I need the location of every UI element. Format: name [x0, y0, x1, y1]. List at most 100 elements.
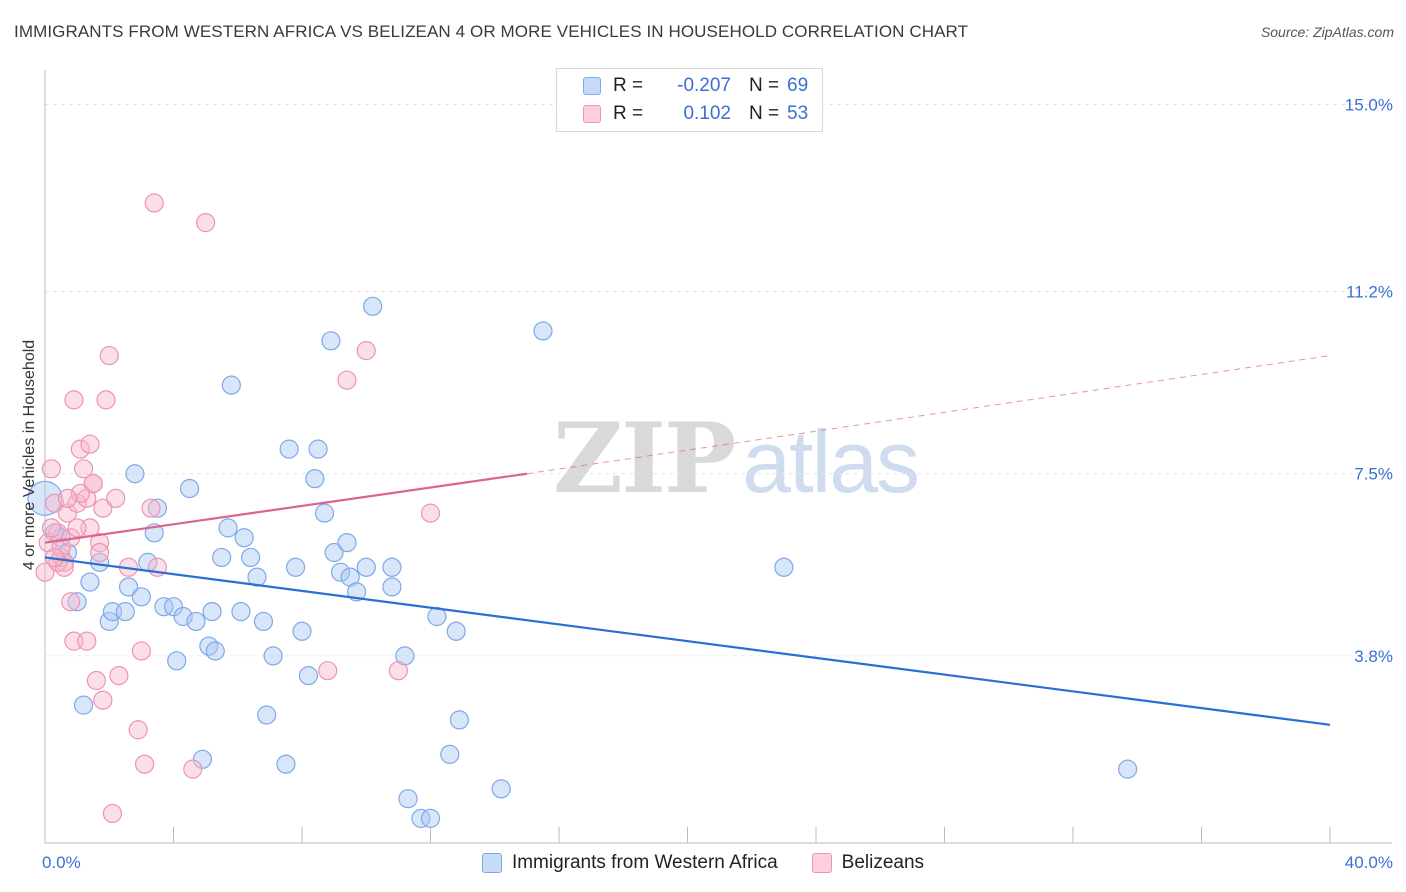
series-legend: Immigrants from Western Africa Belizeans: [0, 852, 1406, 874]
data-point: [533, 321, 553, 341]
data-point: [356, 557, 376, 577]
data-point: [337, 370, 357, 390]
data-point: [491, 779, 511, 799]
data-point: [61, 592, 81, 612]
grid-lines: [45, 103, 1392, 657]
data-point: [298, 665, 319, 686]
data-point: [420, 808, 441, 828]
data-point: [167, 651, 187, 671]
data-point: [212, 547, 232, 568]
watermark: ZIP atlas: [553, 402, 920, 515]
data-point: [199, 636, 219, 656]
axes: [44, 70, 1392, 844]
trend-line-belizeans: [44, 472, 528, 544]
data-point: [257, 705, 277, 725]
data-point: [285, 557, 306, 577]
x-tick-label: 40.0%: [1345, 853, 1393, 872]
data-point: [73, 459, 94, 479]
data-point: [231, 601, 251, 622]
data-point: [93, 690, 113, 710]
data-point: [45, 493, 65, 513]
trend-line-western-africa: [44, 556, 1331, 726]
data-point: [398, 789, 418, 809]
data-point: [446, 621, 466, 641]
data-point: [179, 478, 200, 499]
data-point: [131, 587, 151, 607]
legend-n-label: N =: [749, 75, 780, 96]
data-point: [202, 601, 222, 622]
data-point: [163, 597, 184, 617]
data-point: [70, 439, 90, 459]
data-point: [388, 661, 408, 681]
legend-swatch-blue: [583, 77, 601, 95]
tick-labels: 3.8% 7.5% 11.2% 15.0% 0.0% 40.0%: [42, 95, 1393, 872]
legend-n-value: 53: [787, 103, 809, 124]
legend-row-belizeans: R = 0.102 N = 53: [583, 101, 808, 127]
data-point: [440, 744, 460, 764]
data-point: [318, 661, 338, 681]
data-point: [109, 665, 129, 686]
data-point: [449, 710, 470, 730]
legend-r-value: 0.102: [683, 103, 731, 124]
data-point: [41, 459, 62, 479]
y-tick-label: 7.5%: [1354, 465, 1393, 484]
data-point: [192, 749, 213, 769]
data-point: [196, 213, 216, 233]
data-point: [125, 464, 145, 484]
legend-row-western-africa: R = -0.207 N = 69: [583, 73, 808, 99]
data-point: [67, 592, 87, 612]
legend-item-belizeans[interactable]: Belizeans: [811, 852, 924, 874]
data-point: [115, 601, 135, 622]
data-point: [118, 577, 139, 597]
data-point: [337, 533, 357, 553]
data-point: [80, 572, 100, 592]
data-point: [77, 631, 97, 651]
data-point: [363, 296, 383, 316]
data-point: [382, 557, 402, 577]
data-point: [80, 434, 100, 454]
data-point: [128, 720, 148, 740]
data-point: [67, 518, 87, 538]
data-point: [173, 606, 193, 627]
data-point: [57, 488, 78, 508]
legend-r-label: R =: [613, 103, 644, 124]
data-point: [35, 562, 55, 582]
legend-item-western-africa[interactable]: Immigrants from Western Africa: [481, 852, 778, 874]
data-point: [147, 498, 168, 518]
data-point: [314, 503, 335, 523]
data-point: [54, 557, 74, 577]
legend-swatch-pink: [583, 105, 601, 123]
data-point: [411, 808, 431, 828]
data-point: [70, 483, 90, 504]
data-point: [221, 375, 241, 395]
data-point: [93, 498, 113, 518]
watermark-atlas: atlas: [742, 412, 920, 511]
y-tick-label: 15.0%: [1345, 95, 1393, 114]
x-tick-label: 0.0%: [42, 853, 81, 872]
trend-lines: [44, 355, 1331, 726]
data-point: [134, 754, 155, 774]
legend-swatch-blue: [481, 853, 502, 873]
data-point: [90, 533, 110, 553]
y-tick-label: 3.8%: [1354, 647, 1393, 666]
legend-r-value: -0.207: [677, 75, 731, 96]
data-point: [263, 646, 283, 666]
data-point: [308, 439, 328, 459]
data-point: [279, 439, 299, 459]
data-point: [276, 754, 296, 774]
data-point: [141, 498, 161, 518]
data-point: [96, 390, 116, 410]
data-point: [205, 641, 225, 661]
chart-title: IMMIGRANTS FROM WESTERN AFRICA VS BELIZE…: [14, 22, 969, 41]
data-point: [73, 695, 94, 715]
data-point: [321, 331, 341, 351]
data-point: [1118, 759, 1138, 779]
data-point: [90, 542, 110, 563]
data-point: [186, 611, 206, 632]
series-western-africa-points: [27, 296, 1138, 828]
data-point: [183, 759, 203, 779]
data-point: [41, 518, 62, 538]
data-point: [234, 528, 254, 548]
data-point: [305, 469, 325, 489]
data-point: [420, 503, 441, 523]
